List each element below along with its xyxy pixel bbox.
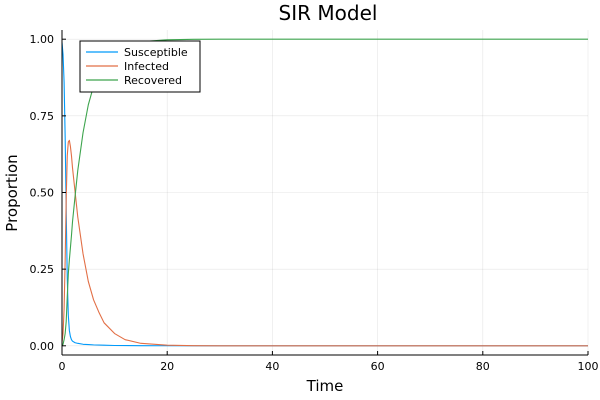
x-tick-label: 0 bbox=[59, 360, 66, 373]
y-tick-label: 1.00 bbox=[30, 33, 55, 46]
x-ticks: 0 20 40 60 80 100 bbox=[59, 351, 599, 373]
x-tick-label: 100 bbox=[578, 360, 599, 373]
y-tick-label: 0.25 bbox=[30, 263, 55, 276]
y-axis-label: Proportion bbox=[3, 154, 21, 231]
y-tick-label: 0.75 bbox=[30, 110, 55, 123]
chart-title: SIR Model bbox=[279, 1, 378, 25]
series-line-recovered bbox=[61, 38, 588, 347]
x-tick-label: 20 bbox=[160, 360, 174, 373]
y-tick-label: 0.00 bbox=[30, 340, 55, 353]
x-tick-label: 60 bbox=[371, 360, 385, 373]
y-tick-label: 0.50 bbox=[30, 187, 55, 200]
x-tick-label: 80 bbox=[476, 360, 490, 373]
series-line-infected bbox=[61, 139, 588, 347]
x-axis-label: Time bbox=[306, 377, 344, 395]
legend-label-susceptible: Susceptible bbox=[124, 46, 188, 59]
series-layer bbox=[61, 38, 588, 347]
y-ticks: 0.00 0.25 0.50 0.75 1.00 bbox=[30, 33, 66, 353]
legend-label-recovered: Recovered bbox=[124, 74, 182, 87]
x-tick-label: 40 bbox=[265, 360, 279, 373]
legend-label-infected: Infected bbox=[124, 60, 169, 73]
